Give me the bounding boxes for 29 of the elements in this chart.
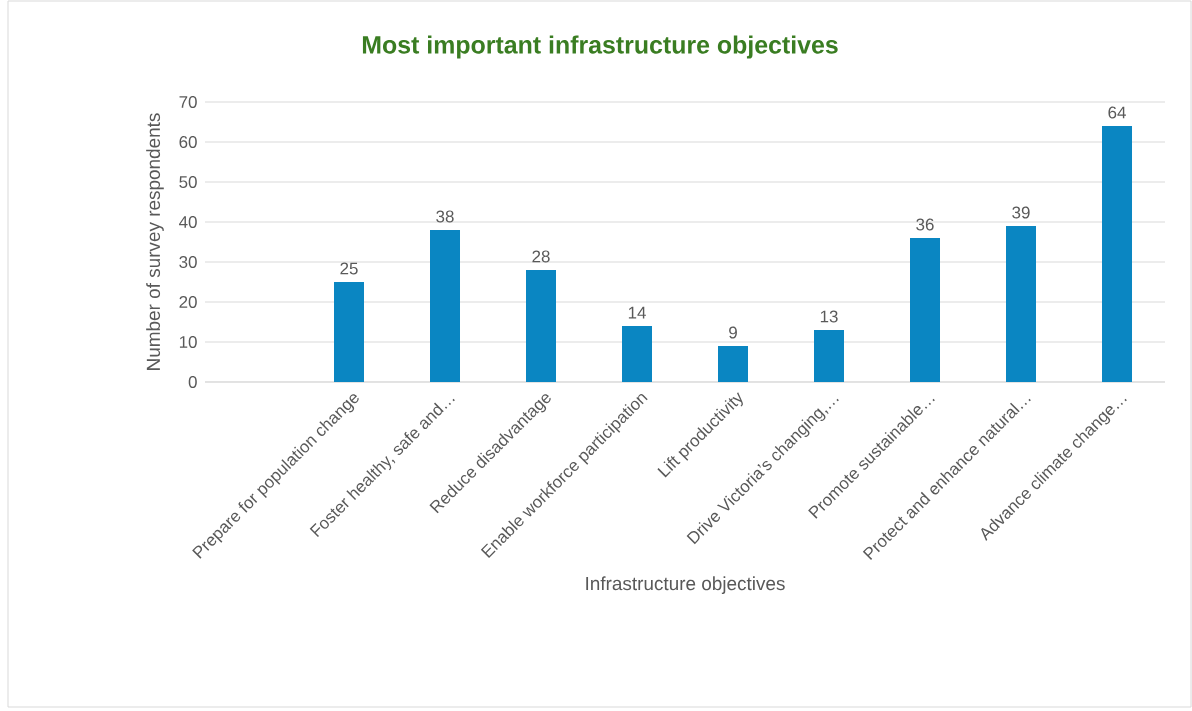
y-axis-title: Number of survey respondents [146,113,164,370]
bar [814,330,844,383]
data-label: 9 [729,326,737,339]
bar [718,346,748,383]
y-tick-label: 70 [179,96,197,109]
y-tick-label: 50 [179,176,197,189]
chart-title: Most important infrastructure objectives [362,35,838,59]
bar [430,230,460,383]
x-axis-title: Infrastructure objectives [586,576,785,594]
bar [622,326,652,383]
data-label: 14 [628,306,646,319]
y-tick-label: 10 [179,336,197,349]
data-label: 28 [532,250,550,263]
data-label: 36 [916,218,934,231]
y-tick-label: 0 [188,376,197,389]
y-tick-label: 40 [179,216,197,229]
data-label: 25 [340,262,358,275]
bar [1102,126,1133,383]
bar [526,270,556,383]
data-label: 38 [436,210,454,223]
data-label: 39 [1012,206,1030,219]
bar [1006,226,1036,383]
bar [334,282,364,383]
data-label: 13 [820,310,838,323]
y-tick-label: 20 [179,296,197,309]
y-tick-label: 30 [179,256,197,269]
bar [910,238,940,383]
y-tick-label: 60 [179,136,197,149]
data-label: 64 [1108,106,1126,119]
